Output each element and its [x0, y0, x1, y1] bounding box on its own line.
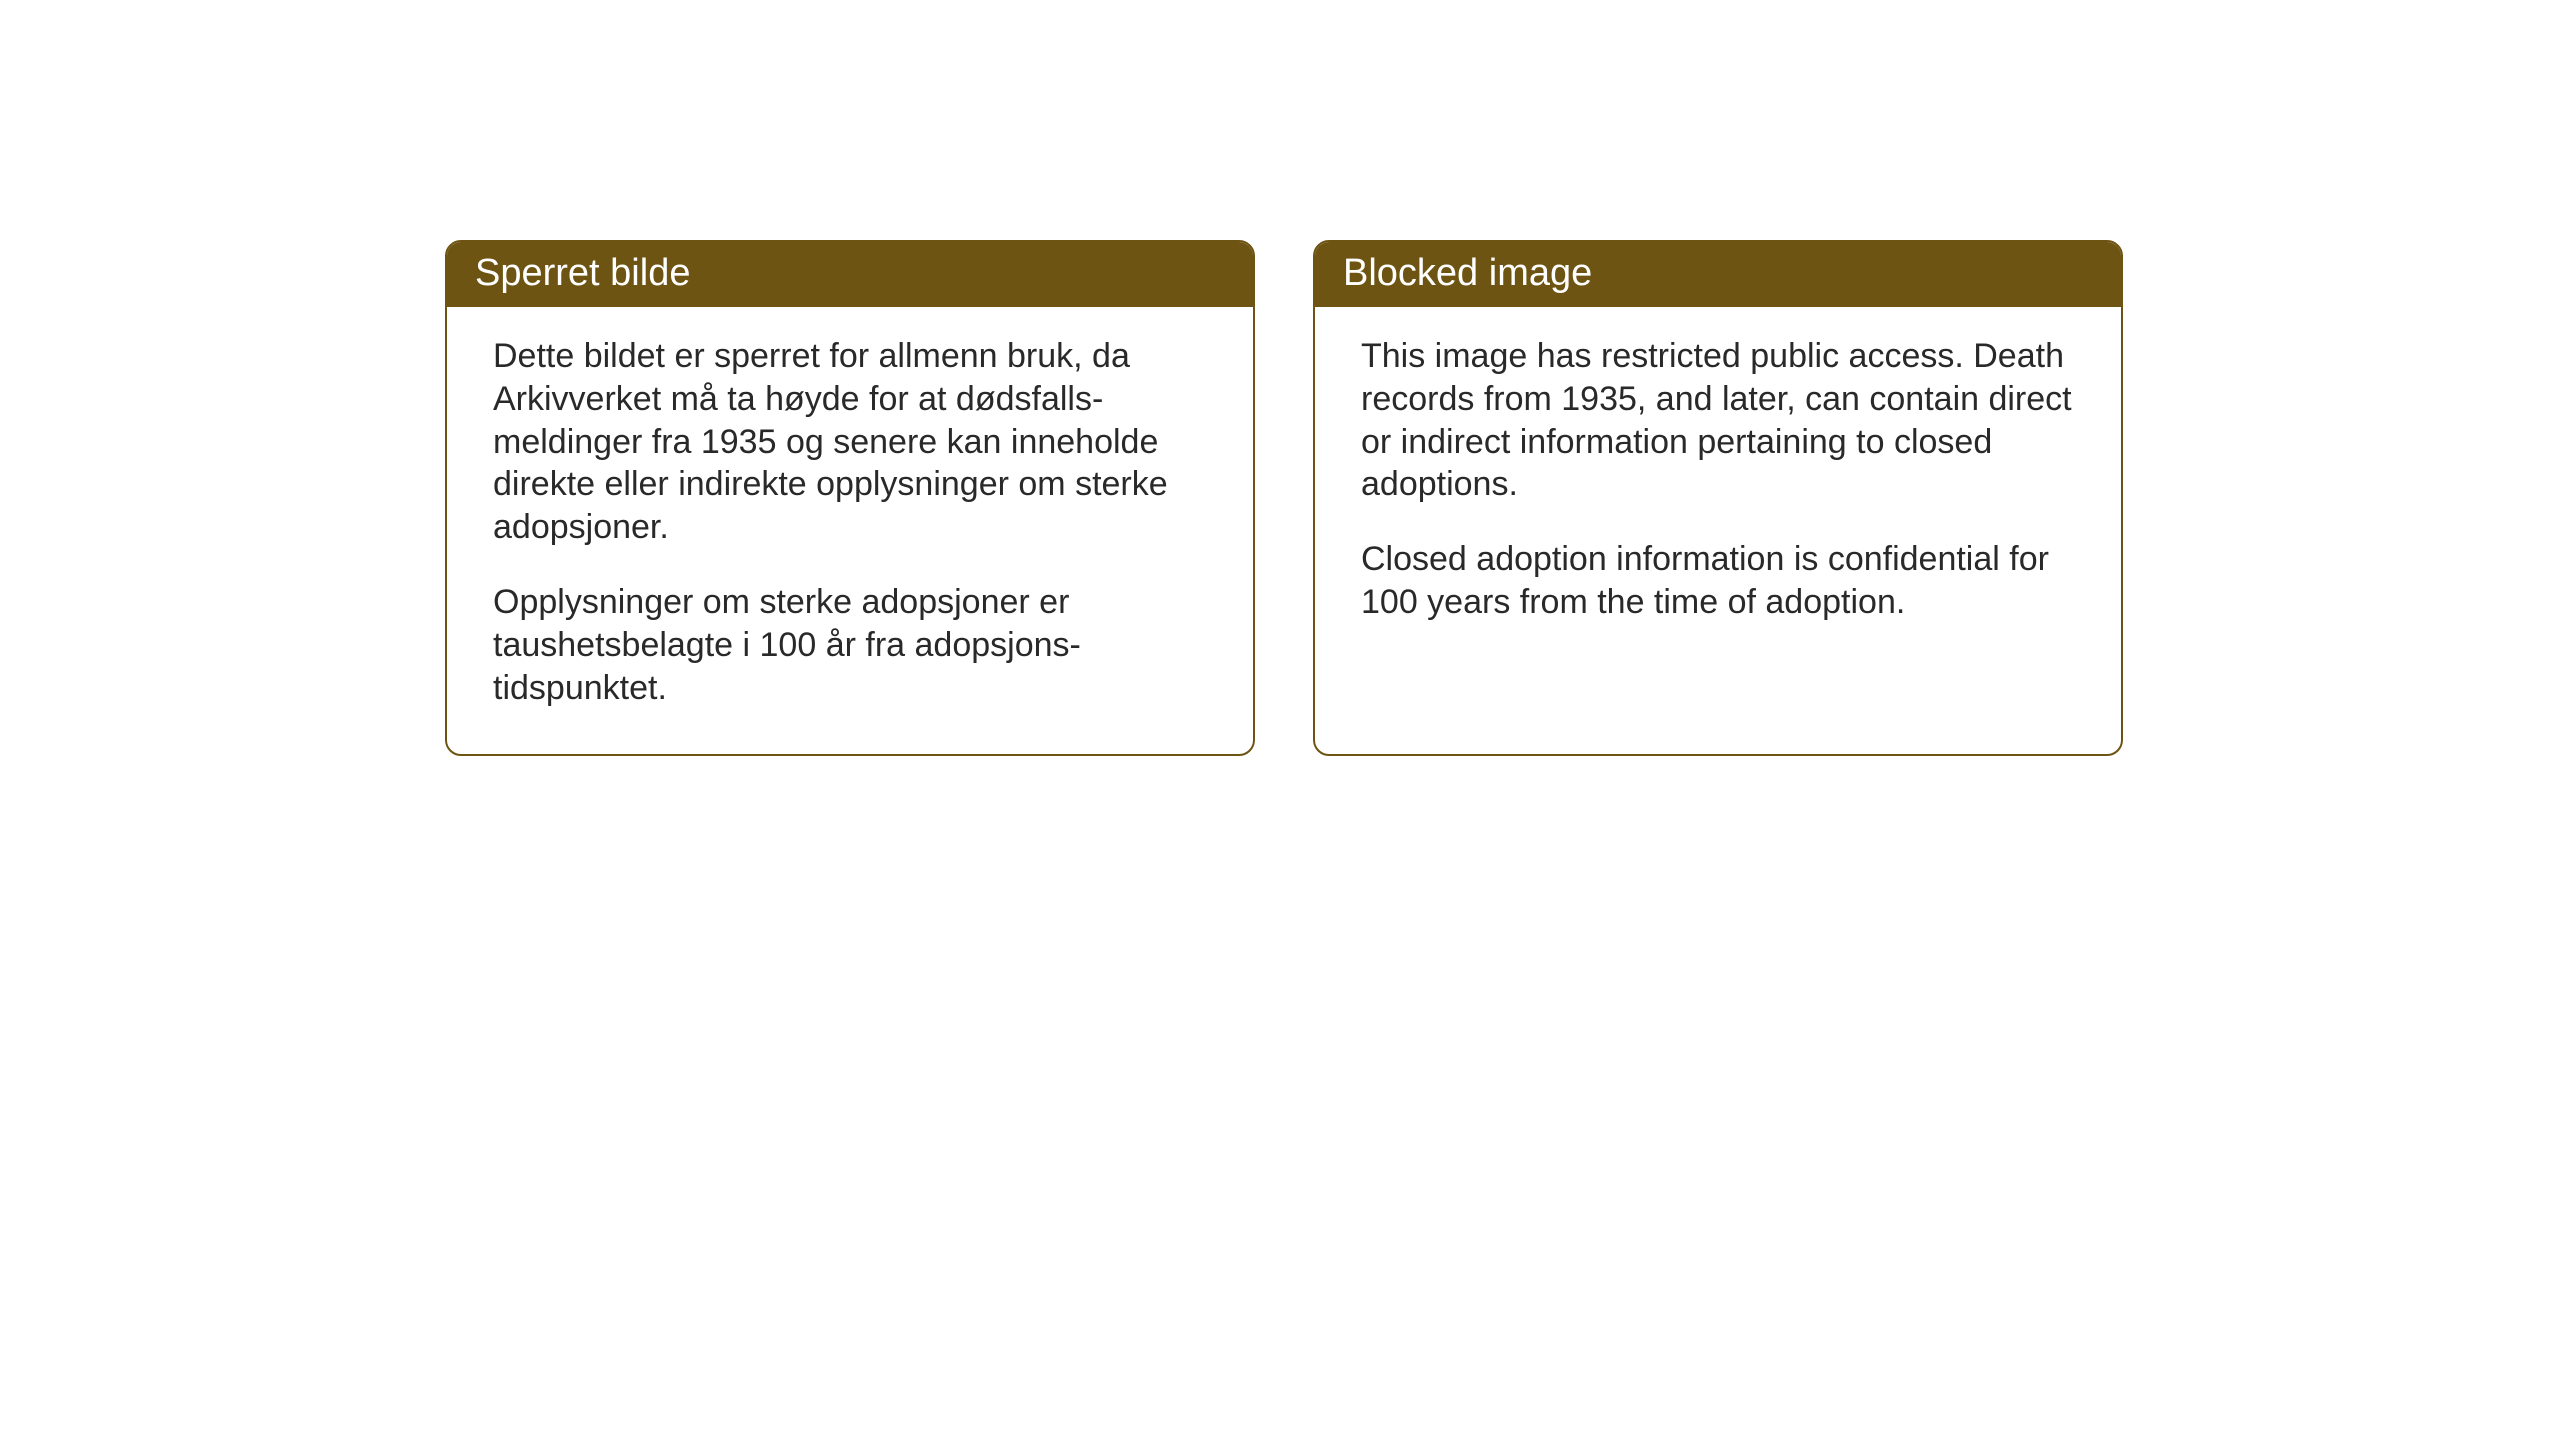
card-english: Blocked image This image has restricted …: [1313, 240, 2123, 756]
paragraph-english-1: This image has restricted public access.…: [1361, 335, 2079, 506]
card-header-english: Blocked image: [1315, 242, 2121, 307]
paragraph-english-2: Closed adoption information is confident…: [1361, 538, 2079, 624]
paragraph-norwegian-2: Opplysninger om sterke adopsjoner er tau…: [493, 581, 1211, 709]
paragraph-norwegian-1: Dette bildet er sperret for allmenn bruk…: [493, 335, 1211, 549]
card-norwegian: Sperret bilde Dette bildet er sperret fo…: [445, 240, 1255, 756]
cards-container: Sperret bilde Dette bildet er sperret fo…: [445, 240, 2123, 756]
card-header-norwegian: Sperret bilde: [447, 242, 1253, 307]
card-body-norwegian: Dette bildet er sperret for allmenn bruk…: [447, 307, 1253, 754]
card-body-english: This image has restricted public access.…: [1315, 307, 2121, 668]
